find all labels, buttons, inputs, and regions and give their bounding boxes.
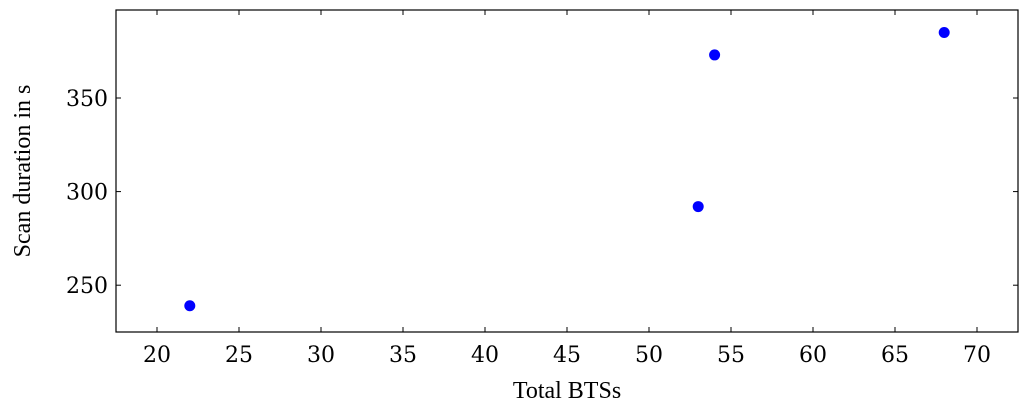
scatter-point xyxy=(692,201,704,213)
scatter-point xyxy=(184,300,196,312)
axis-tick-labels: 20 25 30 35 40 45 50 55 60 65 70 250 300 350 xyxy=(66,87,991,368)
x-axis-label: Total BTSs xyxy=(513,378,621,404)
y-tick-label: 250 xyxy=(66,274,108,299)
x-tick-label: 35 xyxy=(389,343,417,368)
x-tick-label: 30 xyxy=(307,343,335,368)
x-tick-label: 45 xyxy=(553,343,581,368)
scatter-point xyxy=(709,49,721,61)
axis-ticks xyxy=(116,10,1018,332)
y-tick-label: 300 xyxy=(66,181,108,206)
x-tick-label: 55 xyxy=(717,343,745,368)
plot-frame xyxy=(115,9,1019,333)
x-tick-label: 40 xyxy=(471,343,499,368)
x-tick-label: 70 xyxy=(963,343,991,368)
x-tick-label: 65 xyxy=(881,343,909,368)
data-points xyxy=(184,26,950,312)
x-tick-label: 20 xyxy=(143,343,171,368)
y-tick-label: 350 xyxy=(66,87,108,112)
scatter-point xyxy=(938,26,950,38)
x-tick-label: 25 xyxy=(225,343,253,368)
x-tick-label: 50 xyxy=(635,343,663,368)
x-tick-label: 60 xyxy=(799,343,827,368)
y-axis-label: Scan duration in s xyxy=(10,85,36,258)
